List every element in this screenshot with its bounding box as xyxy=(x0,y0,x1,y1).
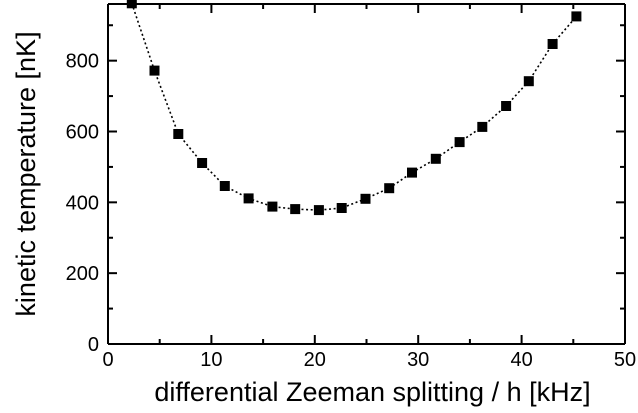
x-tick-label: 40 xyxy=(510,349,532,371)
data-point xyxy=(197,158,208,168)
data-point xyxy=(523,76,534,87)
data-point xyxy=(313,205,324,216)
data-point xyxy=(430,153,441,164)
data-point xyxy=(267,201,278,212)
data-point xyxy=(336,203,347,213)
y-tick-label: 800 xyxy=(66,51,99,73)
data-point xyxy=(126,0,137,9)
data-point xyxy=(290,204,301,215)
data-point xyxy=(571,11,582,22)
plot-frame xyxy=(107,3,626,345)
data-point xyxy=(243,193,254,204)
series-layer xyxy=(126,0,582,216)
y-axis-title: kinetic temperature [nK] xyxy=(11,31,41,316)
y-tick-label: 0 xyxy=(88,334,99,356)
y-tick-label: 400 xyxy=(66,192,99,214)
x-tick-label: 30 xyxy=(407,349,429,371)
x-tick-label: 50 xyxy=(614,349,636,371)
data-point xyxy=(173,129,184,139)
x-tick-label: 0 xyxy=(102,349,113,371)
data-point xyxy=(501,101,512,111)
data-point xyxy=(547,39,558,49)
data-point xyxy=(384,183,395,194)
data-point xyxy=(454,137,465,148)
tick-labels: 0 10 20 30 40 50 0 200 400 600 800 xyxy=(66,51,637,371)
data-point xyxy=(407,167,417,178)
x-tick-label: 20 xyxy=(304,349,326,371)
x-tick-label: 10 xyxy=(200,349,222,371)
y-tick-label: 200 xyxy=(66,263,99,285)
data-point xyxy=(477,121,488,132)
data-point xyxy=(219,181,230,191)
x-axis-title: differential Zeeman splitting / h [kHz] xyxy=(154,377,590,407)
data-point xyxy=(149,65,160,76)
y-tick-label: 600 xyxy=(66,122,99,144)
data-point xyxy=(360,193,371,204)
ticks xyxy=(107,4,626,345)
